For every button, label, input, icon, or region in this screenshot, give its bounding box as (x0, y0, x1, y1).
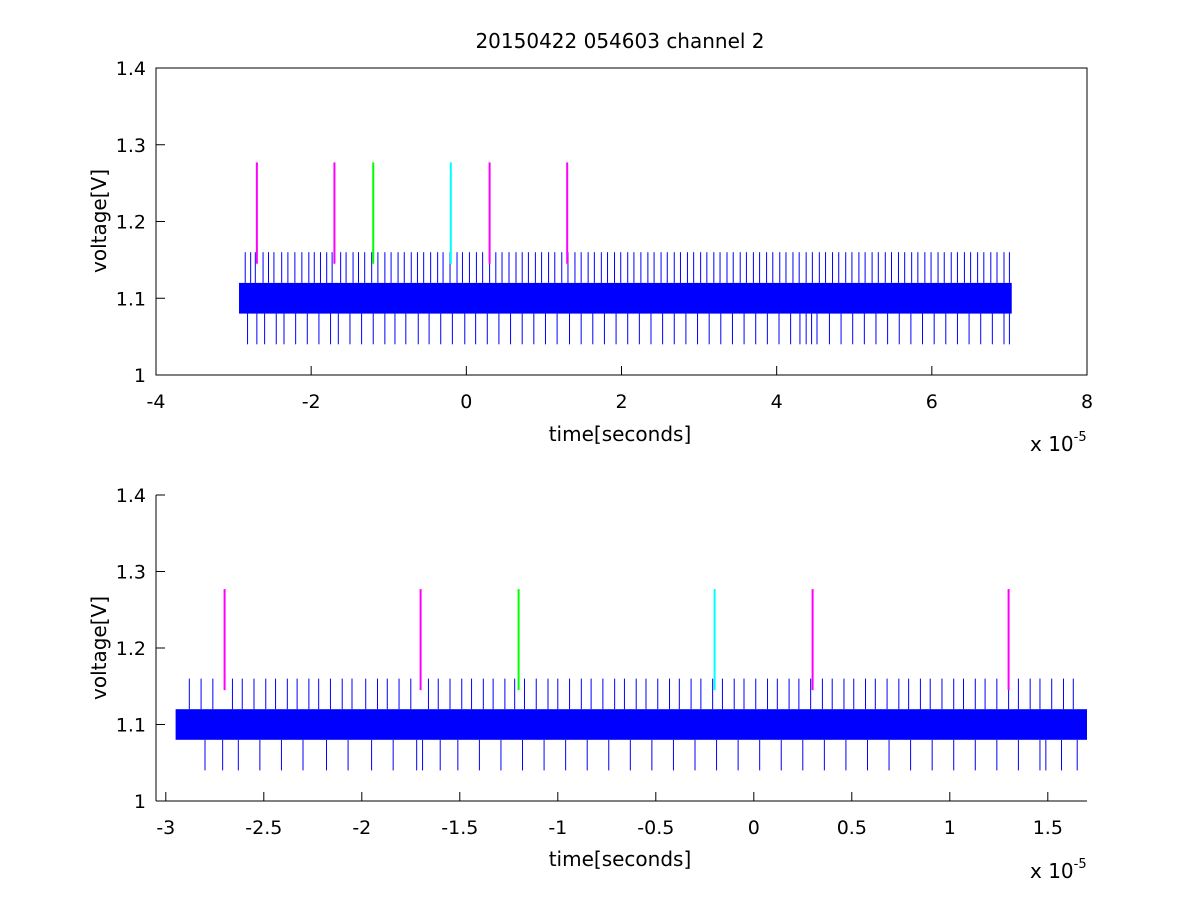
bottom-signal-band (175, 709, 1088, 740)
top-x-axis-label: time[seconds] (549, 422, 692, 446)
top-plot-marks (239, 162, 1012, 345)
bottom-y-tick-label: 1.3 (116, 562, 146, 584)
bottom-ticks: -3 -2.5 -2 -1.5 -1 -0.5 0 0.5 1 1.5 1 1.1 1.2 1.3 1.4 (116, 485, 1087, 839)
bottom-x-exponent-power: -5 (1074, 857, 1087, 872)
top-y-tick-label: 1 (134, 365, 146, 387)
bottom-x-tick-label: -2.5 (245, 817, 282, 839)
bottom-x-tick-label: 1 (944, 817, 956, 839)
bottom-x-axis-label: time[seconds] (549, 847, 692, 871)
top-axes: -4 -2 0 2 4 6 8 1 1.1 1.2 1.3 1.4 time[seconds] vol… (87, 58, 1093, 456)
top-x-exponent-base: x 10 (1030, 432, 1074, 456)
top-x-exponent-power: -5 (1074, 430, 1087, 445)
bottom-x-exponent-base: x 10 (1030, 859, 1074, 883)
bottom-x-tick-label: -0.5 (637, 817, 674, 839)
top-x-tick-label: 6 (926, 391, 938, 413)
bottom-y-tick-label: 1.1 (116, 715, 146, 737)
bottom-plot-marks (175, 589, 1088, 771)
top-y-axis-label: voltage[V] (87, 169, 111, 273)
top-ticks: -4 -2 0 2 4 6 8 1 1.1 1.2 1.3 1.4 (116, 58, 1093, 413)
top-x-tick-label: 2 (615, 391, 627, 413)
bottom-x-tick-label: 0 (748, 817, 760, 839)
bottom-axes: -3 -2.5 -2 -1.5 -1 -0.5 0 0.5 1 1.511.11.21.31.4 … (87, 485, 1088, 883)
bottom-x-exponent: x 10-5 (1030, 857, 1087, 883)
top-y-tick-label: 1.1 (116, 288, 146, 310)
bottom-y-axis-label: voltage[V] (87, 596, 111, 700)
bottom-y-tick-label: 1.2 (116, 638, 146, 660)
bottom-x-tick-label: -1 (548, 817, 567, 839)
bottom-x-tick-label: 0.5 (837, 817, 867, 839)
bottom-x-tick-label: -3 (156, 817, 175, 839)
bottom-x-tick-label: -1.5 (441, 817, 478, 839)
bottom-series-0 (175, 678, 1088, 771)
top-series-0 (239, 252, 1012, 345)
bottom-y-tick-label: 1 (134, 791, 146, 813)
top-x-exponent: x 10-5 (1030, 430, 1087, 456)
top-y-tick-label: 1.4 (116, 58, 146, 80)
bottom-x-tick-label: -2 (352, 817, 371, 839)
top-x-tick-label: -2 (302, 391, 321, 413)
top-y-tick-label: 1.3 (116, 135, 146, 157)
bottom-y-tick-label: 1.4 (116, 485, 146, 507)
chart-title: 20150422 054603 channel 2 (475, 29, 764, 53)
top-x-tick-label: 8 (1081, 391, 1093, 413)
top-x-tick-label: 4 (771, 391, 783, 413)
top-signal-band (239, 282, 1012, 314)
top-x-tick-label: 0 (460, 391, 472, 413)
top-y-tick-label: 1.2 (116, 212, 146, 234)
top-x-tick-label: -4 (147, 391, 166, 413)
bottom-x-tick-label: 1.5 (1033, 817, 1063, 839)
